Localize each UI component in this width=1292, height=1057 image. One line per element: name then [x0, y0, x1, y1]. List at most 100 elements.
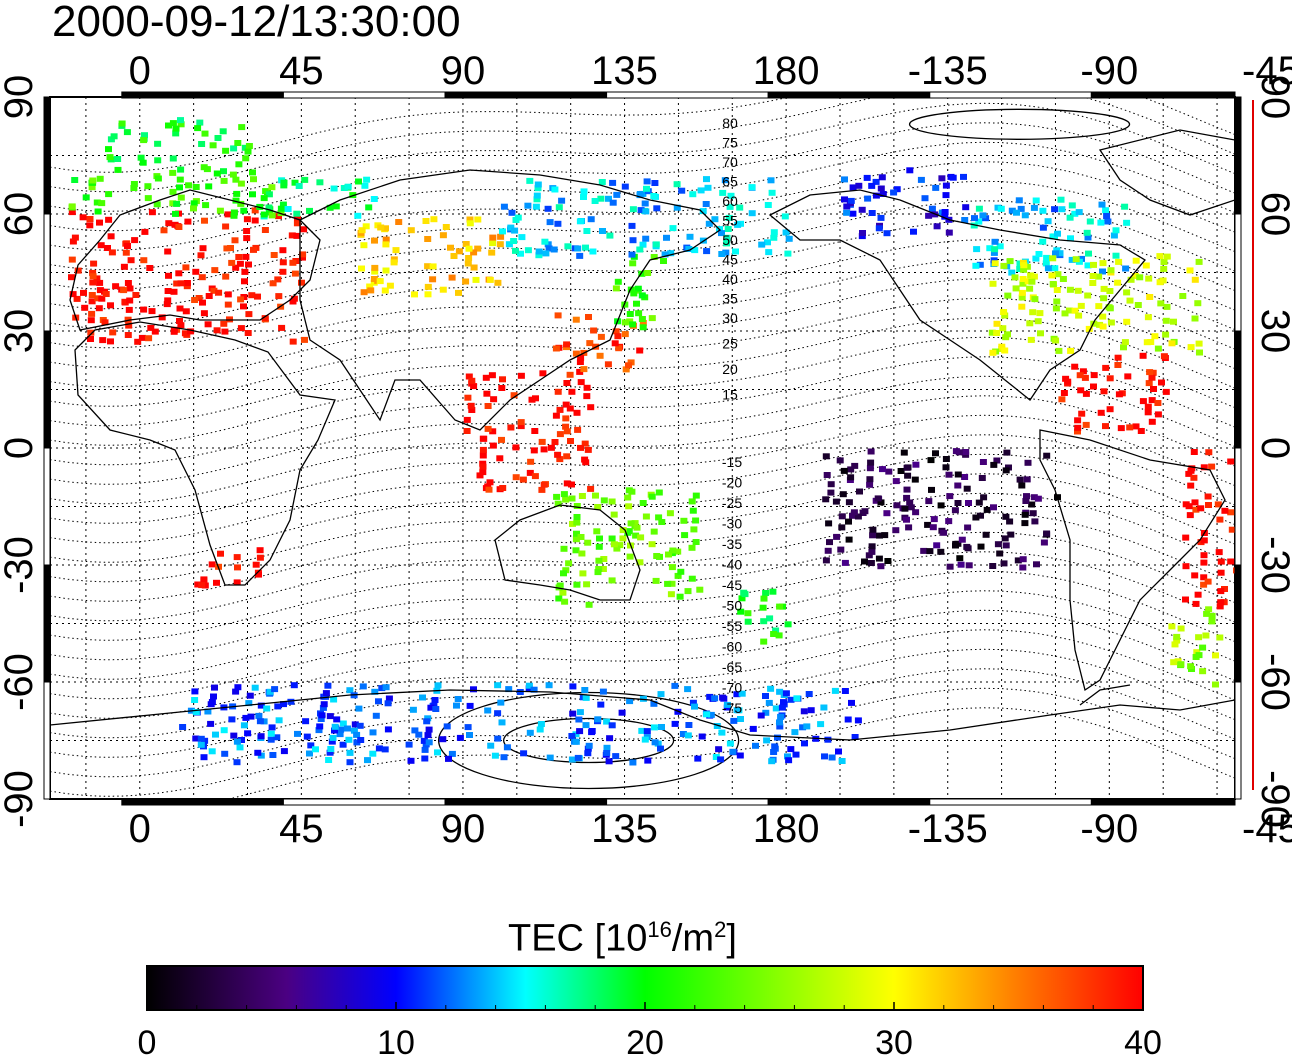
- tec-cell: [1217, 558, 1225, 565]
- tec-cell: [293, 210, 301, 217]
- tec-cell: [488, 372, 496, 379]
- tec-cell: [1142, 262, 1150, 269]
- tec-cell: [1084, 262, 1092, 269]
- tec-cell: [1008, 207, 1016, 214]
- tec-cell: [942, 464, 950, 471]
- tec-cell: [639, 241, 647, 248]
- tec-cell: [432, 706, 440, 712]
- tec-cell: [629, 206, 637, 213]
- tec-cell: [439, 232, 447, 239]
- tec-cell: [228, 259, 236, 266]
- tec-cell: [144, 183, 152, 190]
- tec-cell: [141, 132, 148, 139]
- tec-cell: [825, 520, 833, 527]
- tec-cell: [1143, 339, 1151, 346]
- tec-cell: [833, 533, 841, 540]
- tec-cell: [176, 305, 184, 312]
- colorbar-title-exp1: 16: [647, 917, 672, 942]
- tec-cell: [243, 216, 251, 223]
- tec-cell: [1197, 505, 1205, 512]
- tec-cell: [568, 495, 576, 502]
- tec-cell: [249, 191, 256, 198]
- tec-cell: [1216, 634, 1224, 641]
- tec-cell: [454, 696, 462, 702]
- tec-cell: [650, 193, 658, 199]
- tec-cell: [1227, 509, 1235, 516]
- tec-cell: [1137, 428, 1145, 434]
- tec-cell: [431, 697, 439, 703]
- tec-cell: [279, 201, 287, 208]
- tec-cell: [869, 526, 877, 533]
- tec-cell: [450, 253, 458, 259]
- tec-cell: [872, 192, 880, 199]
- tec-cell: [996, 550, 1004, 557]
- tec-cell: [881, 532, 889, 539]
- tec-cell: [849, 210, 857, 217]
- tec-cell: [238, 124, 246, 131]
- tec-cell: [237, 325, 245, 332]
- tec-cell: [998, 343, 1006, 350]
- tec-cell: [592, 492, 599, 499]
- tec-cell: [567, 438, 574, 444]
- top-frame-bar: [121, 91, 1236, 99]
- tec-cell: [448, 274, 456, 281]
- tec-cell: [439, 286, 447, 293]
- tec-cell: [824, 736, 832, 743]
- tec-cell: [154, 175, 162, 182]
- tec-cell: [263, 705, 271, 712]
- tec-cell: [600, 556, 608, 562]
- tec-cell: [1244, 571, 1251, 577]
- tec-cell: [165, 122, 172, 129]
- tec-cell: [1098, 201, 1106, 208]
- tec-cell: [494, 735, 502, 742]
- contour-label: -70: [722, 680, 742, 696]
- tec-cell: [945, 471, 953, 478]
- tec-cell: [233, 190, 241, 197]
- tec-cell: [835, 748, 842, 755]
- tec-cell: [74, 267, 82, 274]
- frame-bar-segment: [43, 96, 51, 215]
- tec-cell: [605, 758, 613, 765]
- colorbar-title-main: TEC [10: [508, 917, 648, 960]
- tec-cell: [291, 270, 299, 277]
- tec-cell: [938, 175, 946, 182]
- tec-cell: [93, 199, 101, 206]
- tec-cell: [703, 248, 711, 255]
- tec-cell: [1168, 623, 1176, 630]
- tec-cell: [772, 705, 780, 712]
- tec-cell: [293, 220, 301, 227]
- tec-cell: [339, 741, 347, 748]
- tec-cell: [730, 717, 738, 724]
- tec-cell: [821, 753, 828, 760]
- tec-cell: [118, 120, 126, 127]
- tec-cell: [665, 551, 672, 558]
- tec-cell: [141, 228, 149, 235]
- tec-cell: [562, 415, 570, 422]
- tec-cell: [249, 169, 256, 176]
- tec-cell: [517, 419, 525, 426]
- tec-cell: [526, 469, 534, 476]
- tec-cell: [719, 189, 727, 196]
- tec-cell: [88, 292, 96, 298]
- tec-cell: [1100, 295, 1108, 302]
- tec-cell: [856, 488, 863, 495]
- tec-cell: [236, 260, 244, 267]
- tec-cell: [88, 184, 96, 191]
- tec-cell: [877, 499, 885, 506]
- tec-cell: [551, 186, 559, 193]
- tec-cell: [222, 273, 230, 280]
- tec-cell: [1214, 501, 1222, 508]
- top-tick-label: 135: [591, 49, 658, 93]
- tec-cell: [1074, 287, 1082, 294]
- left-tick-label: 90: [0, 75, 41, 120]
- tec-cell: [392, 247, 400, 254]
- tec-cell: [868, 548, 876, 555]
- tec-cell: [1150, 386, 1157, 392]
- tec-cell: [1205, 606, 1213, 613]
- tec-cell: [214, 135, 222, 141]
- tec-cell: [562, 567, 570, 574]
- tec-cell: [836, 457, 844, 464]
- tec-cell: [109, 329, 117, 336]
- tec-cell: [1021, 520, 1029, 527]
